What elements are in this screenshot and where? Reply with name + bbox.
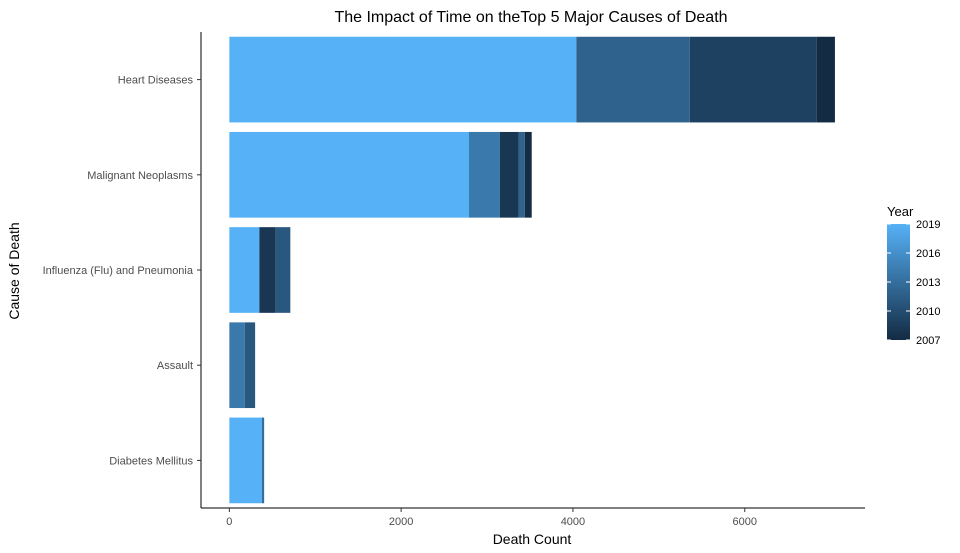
- bar-segment: [229, 36, 577, 123]
- y-tick-label: Heart Diseases: [118, 75, 194, 87]
- bar-segment: [499, 131, 519, 218]
- bar-segment: [261, 417, 265, 504]
- legend: Year 2019 2016 2013 2010 2007: [887, 204, 940, 347]
- bar-segment: [689, 36, 817, 123]
- legend-tick-label: 2013: [916, 277, 940, 289]
- x-tick-label: 2000: [389, 516, 413, 528]
- bar-segment: [576, 36, 690, 123]
- legend-tick-label: 2010: [916, 306, 940, 318]
- x-axis-title: Death Count: [493, 531, 572, 547]
- bars-layer: [229, 36, 835, 504]
- legend-tick-label: 2019: [916, 219, 940, 231]
- bar-segment: [229, 131, 470, 218]
- y-tick-label: Assault: [157, 360, 193, 372]
- x-tick-label: 0: [226, 516, 232, 528]
- legend-tick-label: 2016: [916, 248, 940, 260]
- y-tick-label: Malignant Neoplasms: [87, 170, 193, 182]
- bar-segment: [518, 131, 525, 218]
- bar-segment: [229, 227, 260, 313]
- bar-segment: [816, 36, 835, 123]
- chart-title: The Impact of Time on theTop 5 Major Cau…: [334, 9, 727, 26]
- y-tick-label: Diabetes Mellitus: [109, 455, 193, 467]
- bar-segment: [244, 322, 256, 409]
- legend-ticks-layer: 2019 2016 2013 2010 2007: [887, 219, 940, 347]
- y-tick-label: Influenza (Flu) and Pneumonia: [43, 265, 194, 277]
- x-ticks-layer: 0 2000 4000 6000: [226, 508, 757, 528]
- legend-title: Year: [887, 204, 914, 219]
- x-tick-label: 6000: [732, 516, 756, 528]
- bar-segment: [275, 227, 291, 313]
- y-ticks-layer: Heart Diseases Malignant Neoplasms Influen…: [43, 75, 201, 467]
- y-axis-title: Cause of Death: [6, 222, 22, 319]
- bar-segment: [524, 131, 532, 218]
- legend-colorbar: [887, 224, 910, 340]
- x-tick-label: 4000: [561, 516, 585, 528]
- legend-tick-label: 2007: [916, 335, 940, 347]
- bar-segment: [229, 417, 262, 504]
- bar-segment: [469, 131, 500, 218]
- bar-segment: [229, 322, 245, 409]
- bar-segment: [259, 227, 276, 313]
